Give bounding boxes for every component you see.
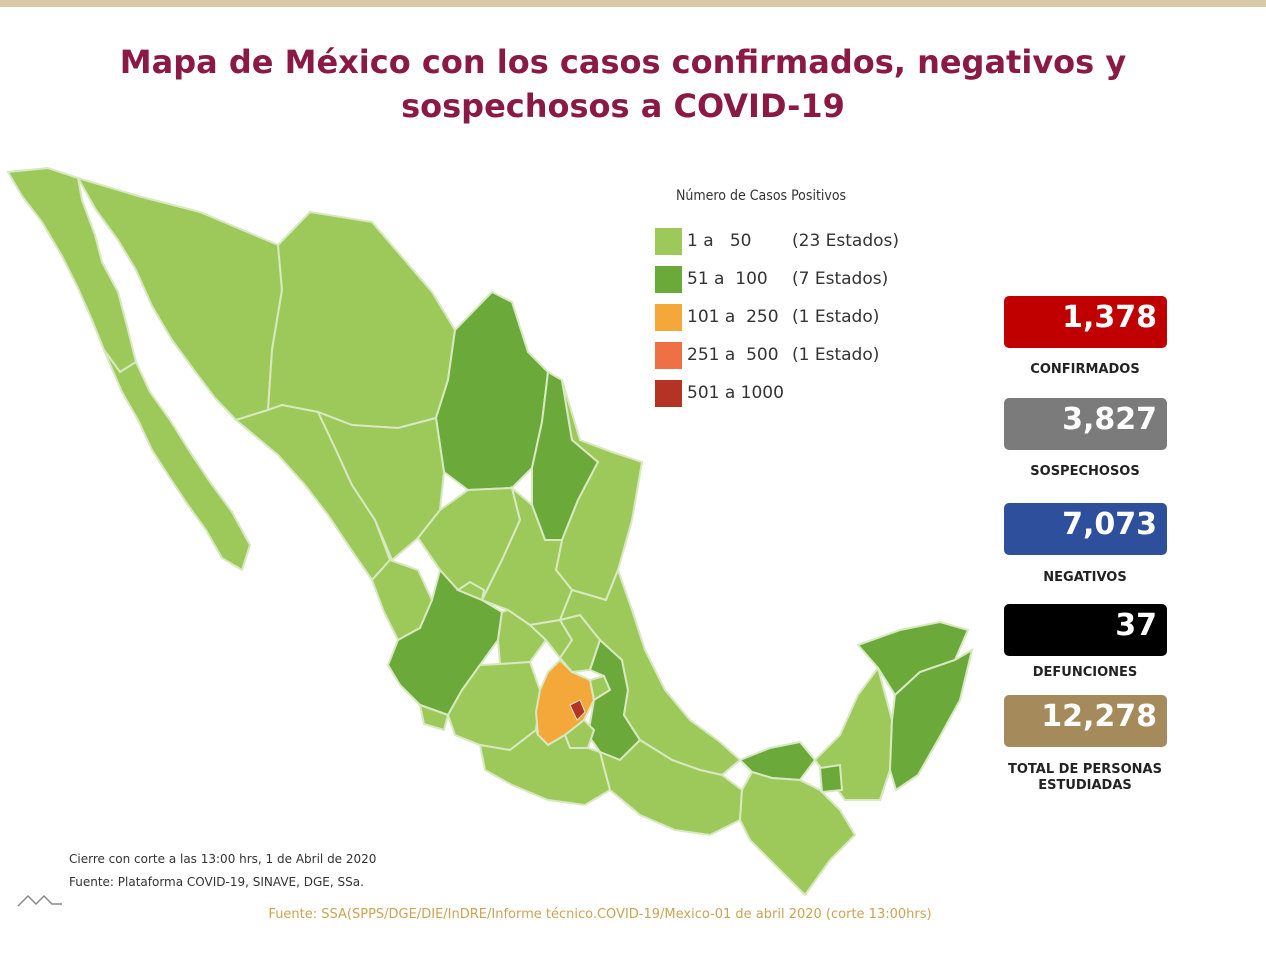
- legend-swatch: [655, 380, 682, 407]
- state-oaxaca: [598, 738, 744, 837]
- stat-label: CONFIRMADOS: [1030, 362, 1140, 377]
- page-title: Mapa de México con los casos confirmados…: [0, 40, 1246, 128]
- legend-range: 251 a 500: [687, 345, 779, 365]
- stat-value: 3,827: [1062, 402, 1157, 437]
- stat-value: 12,278: [1041, 699, 1157, 734]
- legend-count: (23 Estados): [792, 231, 900, 251]
- legend-count: (7 Estados): [792, 269, 889, 289]
- legend-count: (1 Estado): [792, 345, 880, 365]
- legend-title: Número de Casos Positivos: [676, 188, 847, 204]
- logo-icon: [17, 894, 62, 907]
- mexico-map: [6, 166, 974, 897]
- footnote-cut-off: Cierre con corte a las 13:00 hrs, 1 de A…: [69, 852, 377, 866]
- state-chihuahua: [266, 210, 457, 430]
- stat-label: SOSPECHOSOS: [1030, 464, 1140, 479]
- state-colima: [418, 703, 450, 732]
- stat-label: NEGATIVOS: [1043, 570, 1127, 585]
- state-sonora: [75, 176, 284, 422]
- state-chiapas: [738, 770, 857, 897]
- state-baja-california-sur: [103, 349, 252, 572]
- footnote-source: Fuente: Plataforma COVID-19, SINAVE, DGE…: [69, 875, 364, 889]
- state-ciudad-de-mexico: [569, 699, 586, 721]
- legend-swatch: [655, 342, 682, 369]
- stat-box: 37: [1004, 604, 1167, 656]
- stat-value: 7,073: [1062, 507, 1157, 542]
- legend-range: 1 a 50: [687, 231, 752, 251]
- state-aguascalientes: [455, 580, 486, 602]
- state-estado-de-mexico: [534, 658, 596, 747]
- stat-box: 1,378: [1004, 296, 1167, 348]
- title-line-1: Mapa de México con los casos confirmados…: [119, 43, 1127, 81]
- legend-count: (1 Estado): [792, 307, 880, 327]
- state-guanajuato: [496, 608, 548, 666]
- legend-swatch: [655, 304, 682, 331]
- stat-label: TOTAL DE PERSONAS ESTUDIADAS: [1008, 762, 1162, 793]
- state-campeche-south: [818, 763, 844, 794]
- stat-box: 12,278: [1004, 695, 1167, 747]
- stat-value: 37: [1115, 608, 1157, 643]
- stat-box: 3,827: [1004, 398, 1167, 450]
- legend-range: 51 a 100: [687, 269, 768, 289]
- legend-range: 501 a 1000: [687, 383, 784, 403]
- legend-swatch: [655, 266, 682, 293]
- title-line-2: sospechosos a COVID-19: [401, 87, 845, 125]
- stat-value: 1,378: [1062, 300, 1157, 335]
- source-line: Fuente: SSA(SPPS/DGE/DIE/InDRE/Informe t…: [268, 907, 932, 922]
- state-coahuila: [434, 290, 550, 492]
- stat-box: 7,073: [1004, 503, 1167, 555]
- state-guerrero: [478, 728, 612, 807]
- legend-swatch: [655, 228, 682, 255]
- legend-range: 101 a 250: [687, 307, 779, 327]
- stat-label: DEFUNCIONES: [1032, 665, 1138, 680]
- top-decorative-bar: [0, 0, 1266, 7]
- state-quintana-roo: [888, 647, 974, 792]
